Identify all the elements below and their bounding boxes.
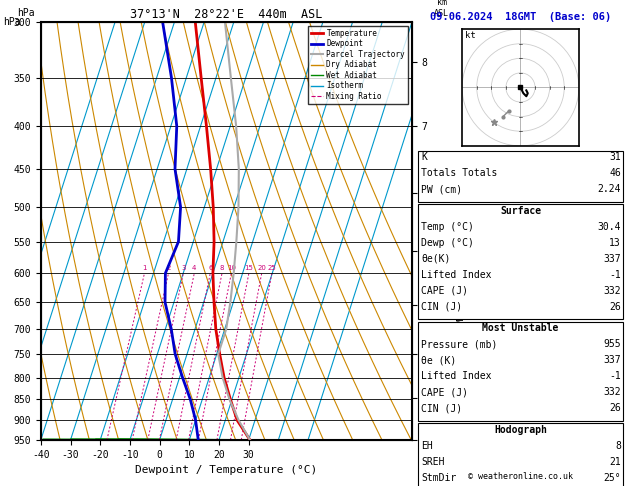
Text: -1: -1 [609,270,621,280]
Text: EH: EH [421,441,433,451]
Text: StmDir: StmDir [421,473,457,483]
Text: hPa: hPa [17,8,35,17]
Text: 31: 31 [609,152,621,162]
Text: SREH: SREH [421,457,445,467]
Text: Lifted Index: Lifted Index [421,371,492,382]
Text: 4: 4 [192,265,196,271]
Text: 332: 332 [603,286,621,296]
Text: 25°: 25° [603,473,621,483]
Text: Most Unstable: Most Unstable [482,323,559,333]
Text: Pressure (mb): Pressure (mb) [421,339,498,349]
Text: 2.24: 2.24 [598,184,621,194]
Text: 1: 1 [142,265,147,271]
Text: θe(K): θe(K) [421,254,451,264]
Text: 30.4: 30.4 [598,222,621,232]
Text: 8: 8 [615,441,621,451]
Text: 15: 15 [245,265,253,271]
Text: 25: 25 [267,265,276,271]
Text: Temp (°C): Temp (°C) [421,222,474,232]
Text: hPa: hPa [3,17,21,27]
Text: 09.06.2024  18GMT  (Base: 06): 09.06.2024 18GMT (Base: 06) [430,12,611,22]
Legend: Temperature, Dewpoint, Parcel Trajectory, Dry Adiabat, Wet Adiabat, Isotherm, Mi: Temperature, Dewpoint, Parcel Trajectory… [308,26,408,104]
Title: 37°13'N  28°22'E  440m  ASL: 37°13'N 28°22'E 440m ASL [130,8,323,21]
Text: Mixing Ratio (g/kg): Mixing Ratio (g/kg) [457,222,465,324]
Text: 8: 8 [220,265,225,271]
Text: CIN (J): CIN (J) [421,403,462,414]
Text: -1: -1 [609,371,621,382]
Text: km
ASL: km ASL [434,0,449,17]
Text: 332: 332 [603,387,621,398]
Text: Hodograph: Hodograph [494,425,547,435]
Text: 13: 13 [609,238,621,248]
Text: 6: 6 [208,265,213,271]
Text: θe (K): θe (K) [421,355,457,365]
Text: 26: 26 [609,302,621,312]
Text: CIN (J): CIN (J) [421,302,462,312]
Text: K: K [421,152,427,162]
Text: © weatheronline.co.uk: © weatheronline.co.uk [468,472,573,481]
Text: kt: kt [465,31,476,40]
X-axis label: Dewpoint / Temperature (°C): Dewpoint / Temperature (°C) [135,465,318,475]
Text: Dewp (°C): Dewp (°C) [421,238,474,248]
Text: 2: 2 [166,265,170,271]
Text: Totals Totals: Totals Totals [421,168,498,178]
Text: LCL: LCL [420,350,435,360]
Text: 21: 21 [609,457,621,467]
Text: 955: 955 [603,339,621,349]
Text: 337: 337 [603,254,621,264]
Text: CAPE (J): CAPE (J) [421,286,469,296]
Text: 46: 46 [609,168,621,178]
Text: PW (cm): PW (cm) [421,184,462,194]
Text: 3: 3 [181,265,186,271]
Text: Lifted Index: Lifted Index [421,270,492,280]
Text: 10: 10 [227,265,236,271]
Text: 337: 337 [603,355,621,365]
Text: 26: 26 [609,403,621,414]
Text: CAPE (J): CAPE (J) [421,387,469,398]
Text: Surface: Surface [500,206,541,216]
Text: 20: 20 [257,265,266,271]
